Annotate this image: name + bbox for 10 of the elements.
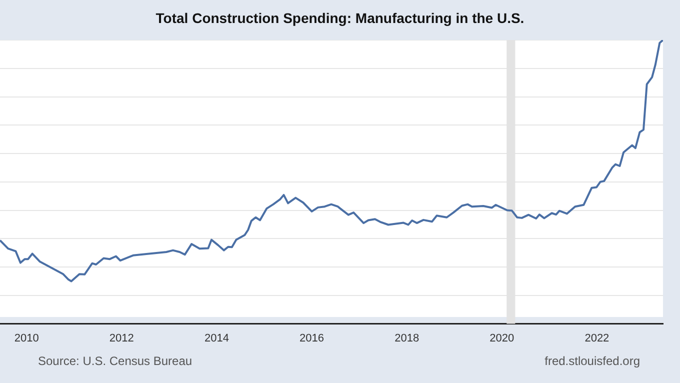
x-tick-label: 2022	[584, 332, 610, 344]
x-tick-label: 2010	[14, 332, 39, 344]
x-tick-label: 2016	[300, 332, 324, 344]
x-tick-label: 2020	[490, 332, 514, 344]
x-tick-label: 2012	[109, 332, 134, 344]
x-tick-label: 2018	[394, 332, 420, 344]
chart-title: Total Construction Spending: Manufacturing in the U.S.	[154, 10, 526, 26]
x-tick-label: 2014	[204, 332, 229, 344]
source-note: Source: U.S. Census Bureau	[38, 354, 192, 368]
text: fred.stlouisfed.org	[544, 354, 640, 368]
